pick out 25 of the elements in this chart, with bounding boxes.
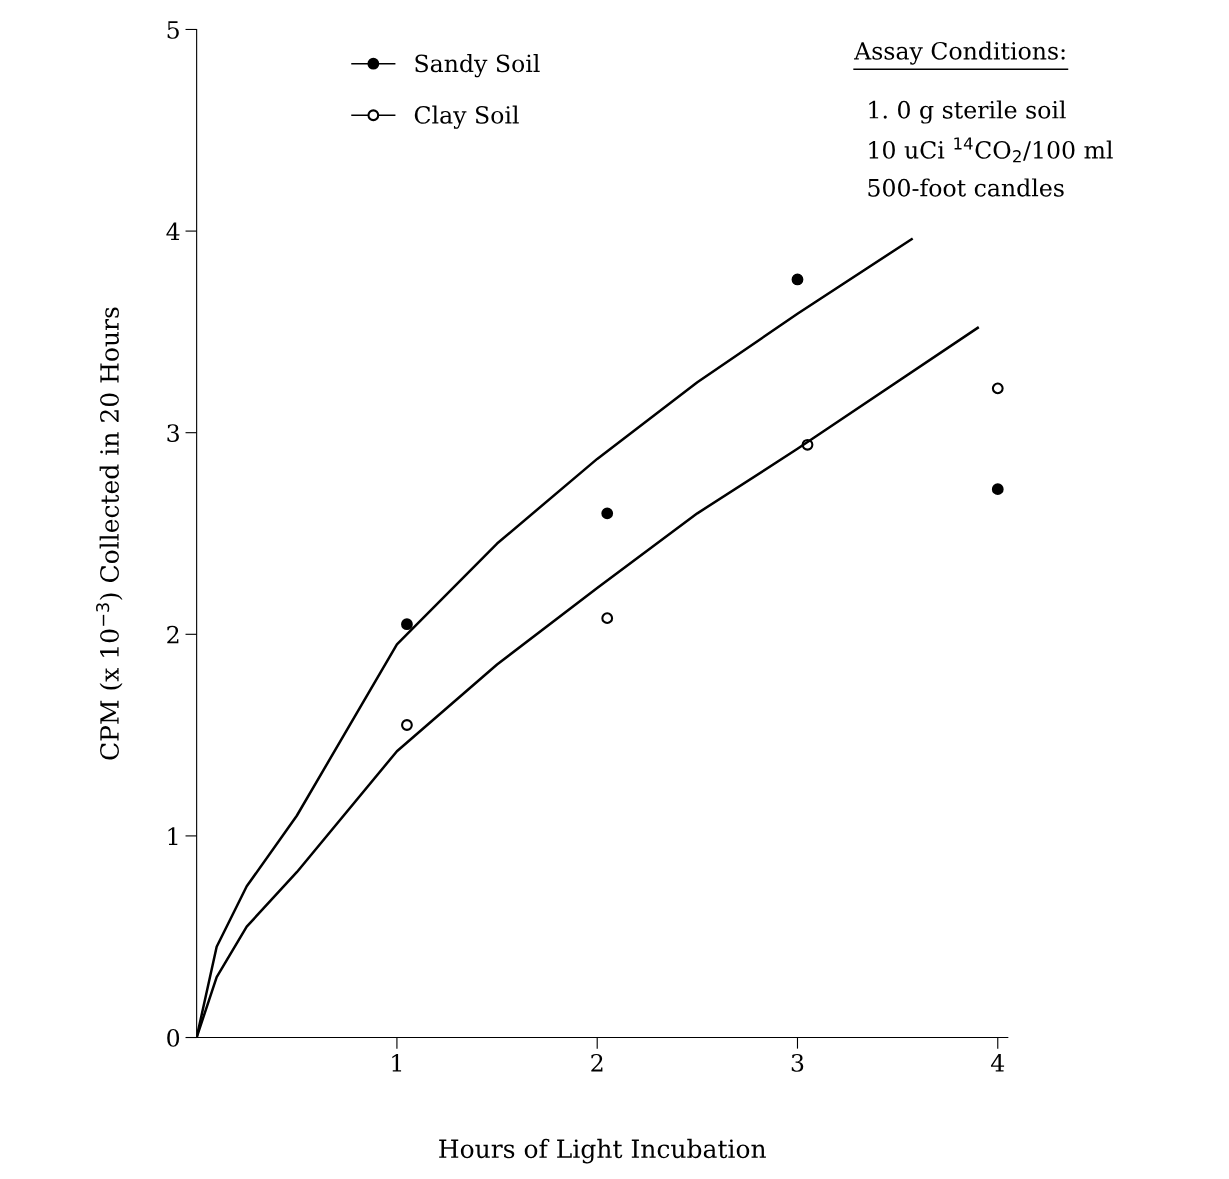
annotation: 1. 0 g sterile soil [869, 100, 1066, 124]
y-axis-title: CPM (x 10$^{−3}$) Collected in 20 Hours [96, 307, 123, 760]
legend-label: Sandy Soil [415, 54, 540, 78]
point [991, 382, 1004, 395]
annotation: Assay Conditions: [854, 41, 1065, 65]
point [601, 612, 614, 625]
y-tick-label: 1 [168, 827, 178, 845]
y-tick-label: 5 [167, 21, 179, 39]
y-tick-label: 4 [166, 222, 180, 241]
point [401, 618, 413, 631]
x-tick-label: 2 [591, 1053, 603, 1072]
y-tick-label: 0 [167, 1028, 180, 1047]
point [991, 483, 1004, 496]
point [401, 719, 413, 731]
annotation: 500-foot candles [868, 178, 1064, 197]
point [791, 273, 804, 286]
x-tick-label: 1 [392, 1053, 402, 1072]
legend-label: Clay Soil [414, 105, 519, 129]
x-tick-label: 4 [990, 1053, 1005, 1072]
y-tick-label: 2 [167, 625, 179, 644]
annotation: 10 uCi $^{14}$CO$_{2}$/100 ml [869, 137, 1113, 163]
y-tick-label: 3 [167, 424, 179, 442]
point [601, 507, 614, 520]
x-axis-title: Hours of Light Incubation [439, 1138, 766, 1164]
x-tick-label: 3 [791, 1053, 804, 1072]
